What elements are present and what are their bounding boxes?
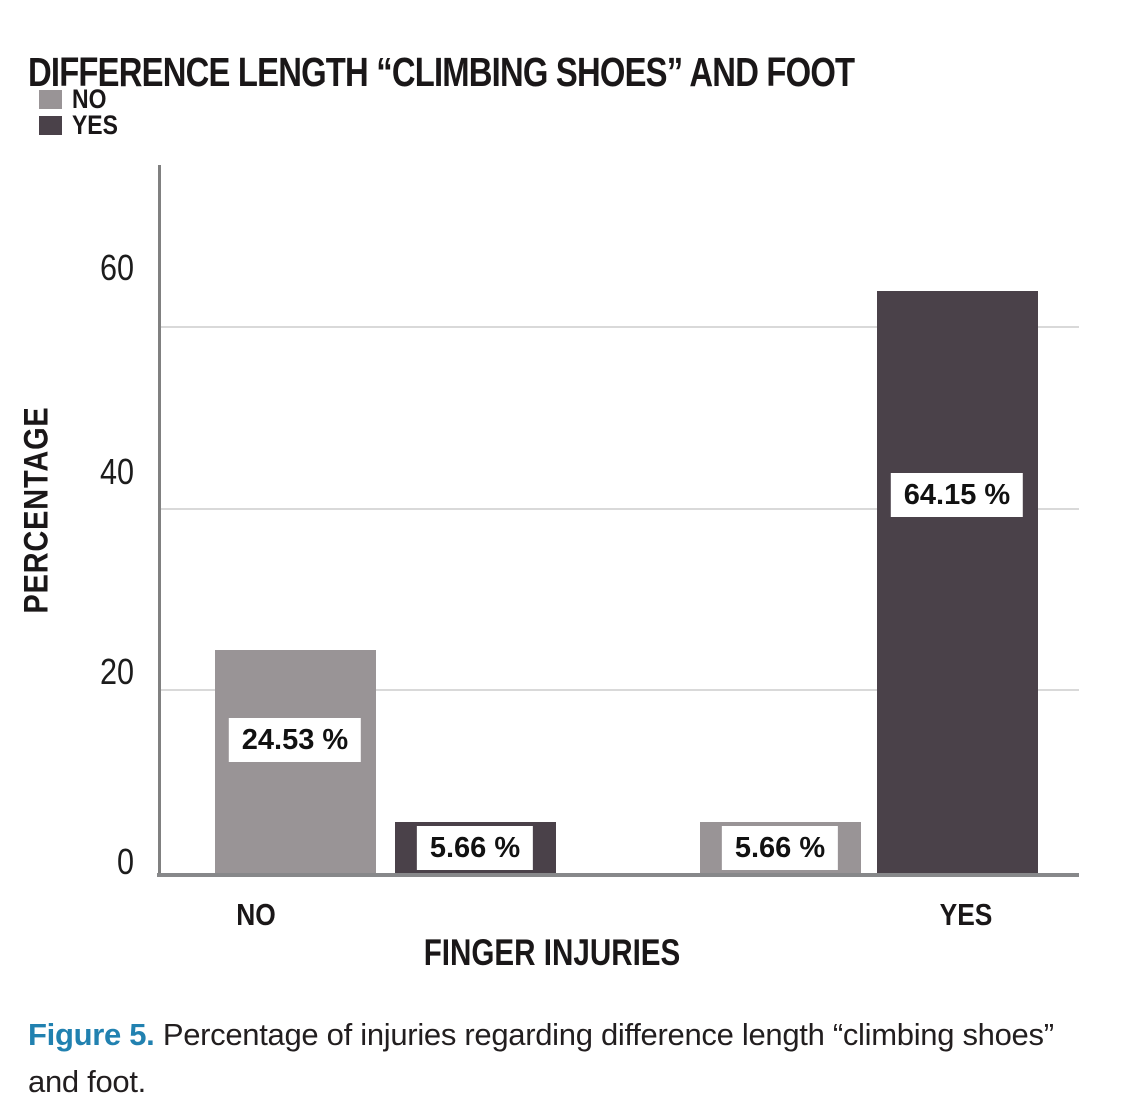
value-label: 5.66 % xyxy=(721,826,839,870)
figure-caption-text: Percentage of injuries regarding differe… xyxy=(28,1017,1054,1099)
value-label: 64.15 % xyxy=(890,473,1024,517)
gridline-40 xyxy=(161,508,1079,510)
legend-label-no: NO xyxy=(72,83,107,114)
legend-item-yes: YES xyxy=(39,109,126,140)
figure-caption: Figure 5. Percentage of injuries regardi… xyxy=(28,1011,1106,1105)
value-label: 24.53 % xyxy=(228,718,362,762)
legend-label-yes: YES xyxy=(72,109,118,140)
legend-swatch-yes-icon xyxy=(39,115,62,135)
plot-area: 24.53 % 5.66 % 5.66 % 64.15 % 0 20 40 60 NO YES xyxy=(100,165,1079,932)
x-axis-title: FINGER INJURIES xyxy=(423,932,681,973)
y-tick-label-60: 60 xyxy=(99,247,134,288)
y-axis-line xyxy=(158,165,161,876)
gridline-60 xyxy=(161,326,1079,328)
gridline-20 xyxy=(161,689,1079,691)
chart-title: DIFFERENCE LENGTH “CLIMBING SHOES” AND F… xyxy=(28,49,1061,96)
x-category-label-yes: YES xyxy=(939,897,993,932)
bar-yes-yes xyxy=(877,291,1038,873)
x-category-label-no: NO xyxy=(236,897,276,932)
legend: NO YES xyxy=(39,83,126,140)
chart-title-text: DIFFERENCE LENGTH “CLIMBING SHOES” AND F… xyxy=(28,49,855,96)
y-tick-label-20: 20 xyxy=(99,651,134,692)
legend-item-no: NO xyxy=(39,83,126,114)
y-axis-title: PERCENTAGE xyxy=(17,406,56,614)
figure-caption-label: Figure 5. xyxy=(28,1017,155,1052)
value-label: 5.66 % xyxy=(416,826,534,870)
y-tick-label-40: 40 xyxy=(99,451,134,492)
y-tick-label-0: 0 xyxy=(116,841,134,882)
x-axis-line xyxy=(157,873,1079,877)
legend-swatch-no-icon xyxy=(39,89,62,109)
